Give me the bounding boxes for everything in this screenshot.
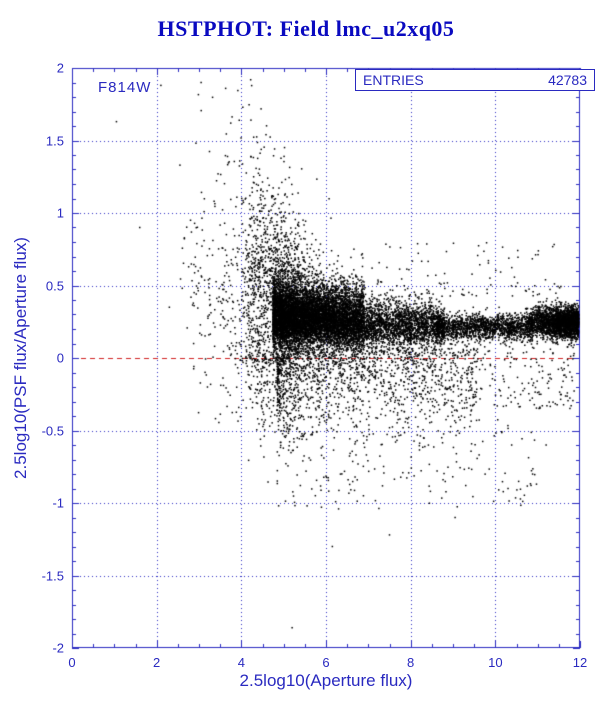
x-axis-title: 2.5log10(Aperture flux) — [239, 671, 413, 690]
x-tick-label: 12 — [572, 655, 588, 670]
y-tick-label: 0 — [56, 350, 64, 366]
x-tick-label: 0 — [68, 655, 76, 670]
x-tick-label: 2 — [153, 655, 161, 670]
x-tick-label: 6 — [322, 655, 330, 670]
y-tick-label: -1.5 — [41, 568, 64, 583]
y-tick-label: 2 — [56, 60, 64, 76]
stats-box: ENTRIES 42783 — [355, 69, 595, 91]
y-tick-label: -2 — [52, 640, 64, 656]
filter-label: F814W — [98, 79, 152, 96]
x-tick-label: 4 — [237, 655, 245, 670]
y-tick-label: 1.5 — [45, 133, 64, 148]
y-tick-label: -1 — [52, 495, 64, 511]
stats-entries-label: ENTRIES — [363, 72, 424, 88]
y-tick-label: 0.5 — [45, 278, 64, 293]
y-tick-label: -0.5 — [41, 423, 64, 438]
y-axis-title: 2.5log10(PSF flux/Aperture flux) — [11, 237, 30, 479]
stats-entries-value: 42783 — [548, 72, 587, 88]
x-tick-label: 8 — [407, 655, 415, 670]
y-tick-label: 1 — [56, 205, 64, 221]
x-tick-label: 10 — [488, 655, 503, 670]
